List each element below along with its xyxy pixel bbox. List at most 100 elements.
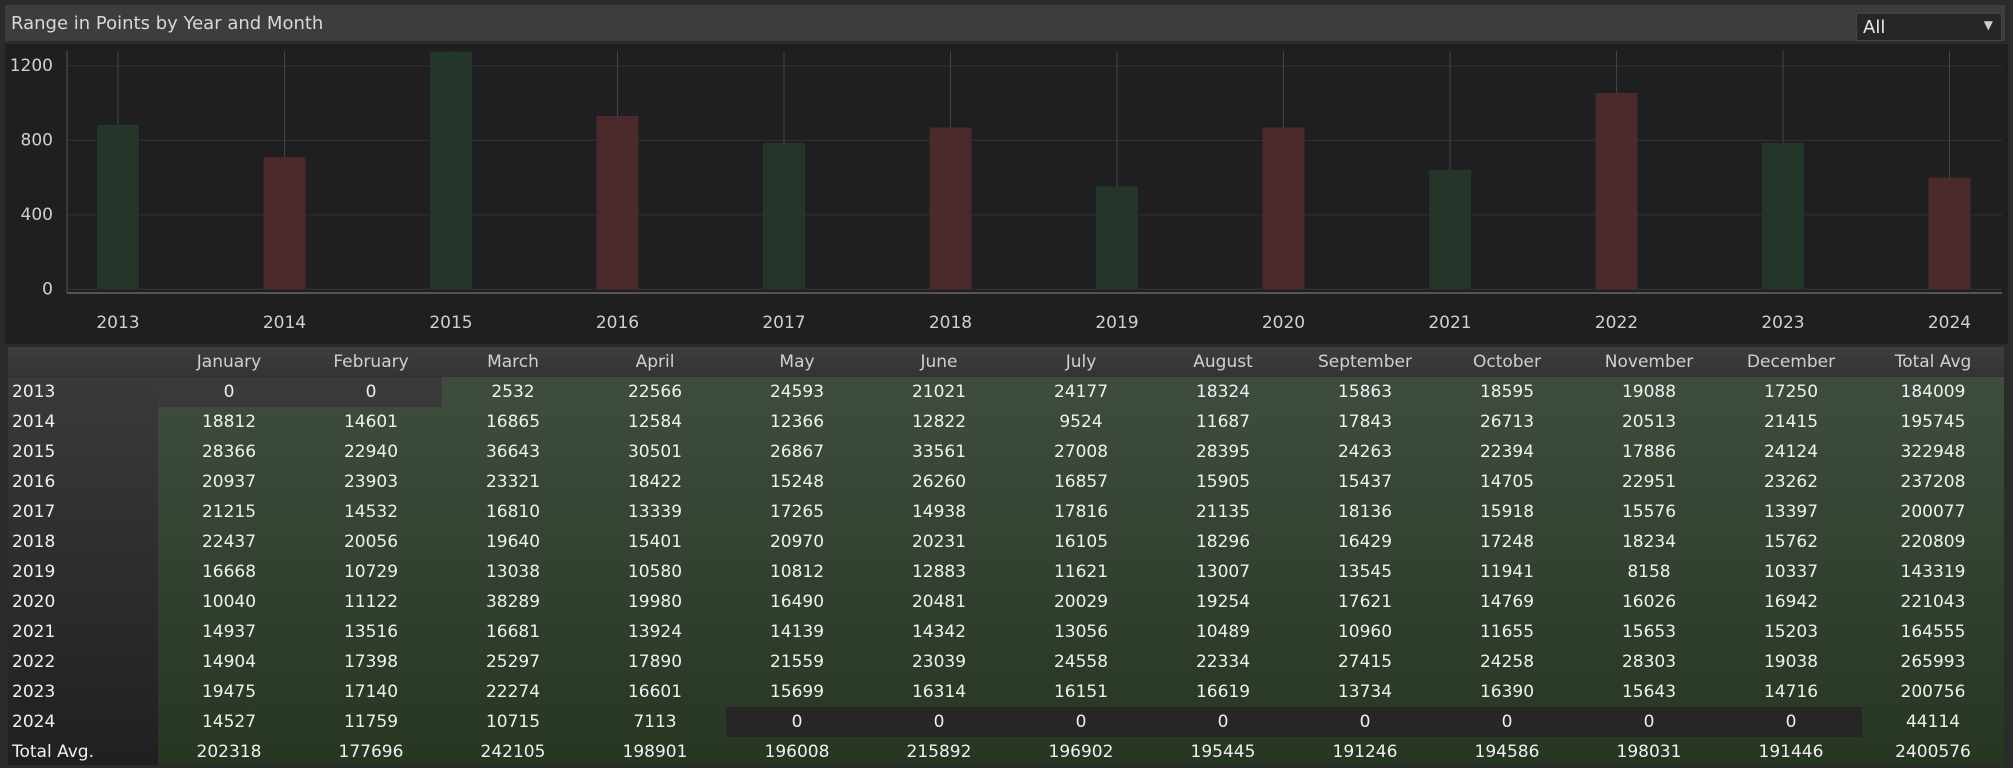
- value-cell: 0: [1436, 707, 1578, 737]
- value-cell: 10580: [627, 562, 683, 582]
- value-cell: 18234: [1621, 532, 1677, 552]
- value-cell: 28366: [201, 442, 257, 462]
- value-cell: 18595: [1479, 382, 1535, 402]
- value-cell: 44114: [1905, 712, 1961, 732]
- value-cell: 20056: [343, 532, 399, 552]
- value-cell: 17250: [1763, 382, 1819, 402]
- row-label: 2016: [12, 472, 56, 492]
- value-cell: 26713: [1479, 412, 1535, 432]
- value-cell: 17843: [1337, 412, 1393, 432]
- value-cell: 11621: [1053, 562, 1109, 582]
- column-header: August: [1193, 352, 1253, 372]
- column-header: February: [333, 352, 409, 372]
- value-cell: 7113: [633, 712, 677, 732]
- value-cell: 13734: [1337, 682, 1393, 702]
- y-tick-label: 400: [21, 205, 53, 225]
- value-cell: 202318: [196, 742, 262, 762]
- row-label-column: [8, 377, 158, 765]
- value-cell: 14937: [201, 622, 257, 642]
- value-cell: 21021: [911, 382, 967, 402]
- value-cell: 200756: [1900, 682, 1966, 702]
- column-header: Total Avg: [1894, 352, 1972, 372]
- value-cell: 20231: [911, 532, 967, 552]
- value-cell: 14716: [1763, 682, 1819, 702]
- value-cell: 10715: [485, 712, 541, 732]
- value-cell: 10040: [201, 592, 257, 612]
- row-label: 2020: [12, 592, 56, 612]
- value-cell: 0: [1010, 707, 1152, 737]
- value-cell: 20481: [911, 592, 967, 612]
- value-cell: 11122: [343, 592, 399, 612]
- value-cell: 24593: [769, 382, 825, 402]
- value-cell: 26260: [911, 472, 967, 492]
- value-cell: 2532: [491, 382, 535, 402]
- value-cell: 10337: [1763, 562, 1819, 582]
- value-cell: 0: [1578, 707, 1720, 737]
- y-tick-label: 1200: [10, 56, 53, 76]
- row-label: 2013: [12, 382, 56, 402]
- value-cell: 8158: [1627, 562, 1671, 582]
- value-cell: 19254: [1195, 592, 1251, 612]
- value-cell: 12584: [627, 412, 683, 432]
- year-dropdown[interactable]: All ▼: [1856, 13, 2002, 41]
- value-cell: 16105: [1053, 532, 1109, 552]
- row-label: 2015: [12, 442, 56, 462]
- title-bar: Range in Points by Year and Month All ▼: [5, 5, 2005, 41]
- value-cell: 38289: [485, 592, 541, 612]
- x-tick-label: 2015: [429, 313, 472, 333]
- value-cell: 15905: [1195, 472, 1251, 492]
- value-cell: 15248: [769, 472, 825, 492]
- bar: [1096, 186, 1138, 290]
- value-cell: 20937: [201, 472, 257, 492]
- value-cell: 15576: [1621, 502, 1677, 522]
- value-cell: 23039: [911, 652, 967, 672]
- bar: [1928, 177, 1971, 290]
- value-cell: 14139: [769, 622, 825, 642]
- value-cell: 191246: [1332, 742, 1398, 762]
- bar: [929, 127, 972, 290]
- value-cell: 13516: [343, 622, 399, 642]
- column-header: October: [1472, 352, 1542, 372]
- value-cell: 16490: [769, 592, 825, 612]
- value-cell: 19640: [485, 532, 541, 552]
- value-cell: 15643: [1621, 682, 1677, 702]
- row-label: 2014: [12, 412, 56, 432]
- value-cell: 14705: [1479, 472, 1535, 492]
- x-tick-label: 2017: [762, 313, 805, 333]
- y-tick-label: 800: [21, 130, 53, 150]
- column-header: March: [487, 352, 539, 372]
- value-cell: 15762: [1763, 532, 1819, 552]
- bar: [1262, 127, 1305, 290]
- value-cell: 13056: [1053, 622, 1109, 642]
- value-cell: 265993: [1900, 652, 1966, 672]
- value-cell: 22394: [1479, 442, 1535, 462]
- value-cell: 15203: [1763, 622, 1819, 642]
- column-header: May: [779, 352, 815, 372]
- bar: [263, 157, 306, 290]
- value-cell: 10812: [769, 562, 825, 582]
- value-cell: 28303: [1621, 652, 1677, 672]
- value-cell: 242105: [480, 742, 546, 762]
- value-cell: 22274: [485, 682, 541, 702]
- row-label: 2022: [12, 652, 56, 672]
- column-header: June: [920, 352, 958, 372]
- value-cell: 198901: [622, 742, 688, 762]
- value-cell: 18136: [1337, 502, 1393, 522]
- value-cell: 24258: [1479, 652, 1535, 672]
- value-cell: 12822: [911, 412, 967, 432]
- value-cell: 17248: [1479, 532, 1535, 552]
- value-cell: 17886: [1621, 442, 1677, 462]
- value-cell: 13038: [485, 562, 541, 582]
- value-cell: 20513: [1621, 412, 1677, 432]
- value-cell: 14938: [911, 502, 967, 522]
- x-tick-label: 2014: [263, 313, 306, 333]
- value-cell: 24263: [1337, 442, 1393, 462]
- value-cell: 13397: [1763, 502, 1819, 522]
- value-cell: 14342: [911, 622, 967, 642]
- value-cell: 164555: [1900, 622, 1966, 642]
- value-cell: 21215: [201, 502, 257, 522]
- x-tick-label: 2021: [1428, 313, 1471, 333]
- value-cell: 17816: [1053, 502, 1109, 522]
- dropdown-value[interactable]: All: [1863, 17, 1886, 38]
